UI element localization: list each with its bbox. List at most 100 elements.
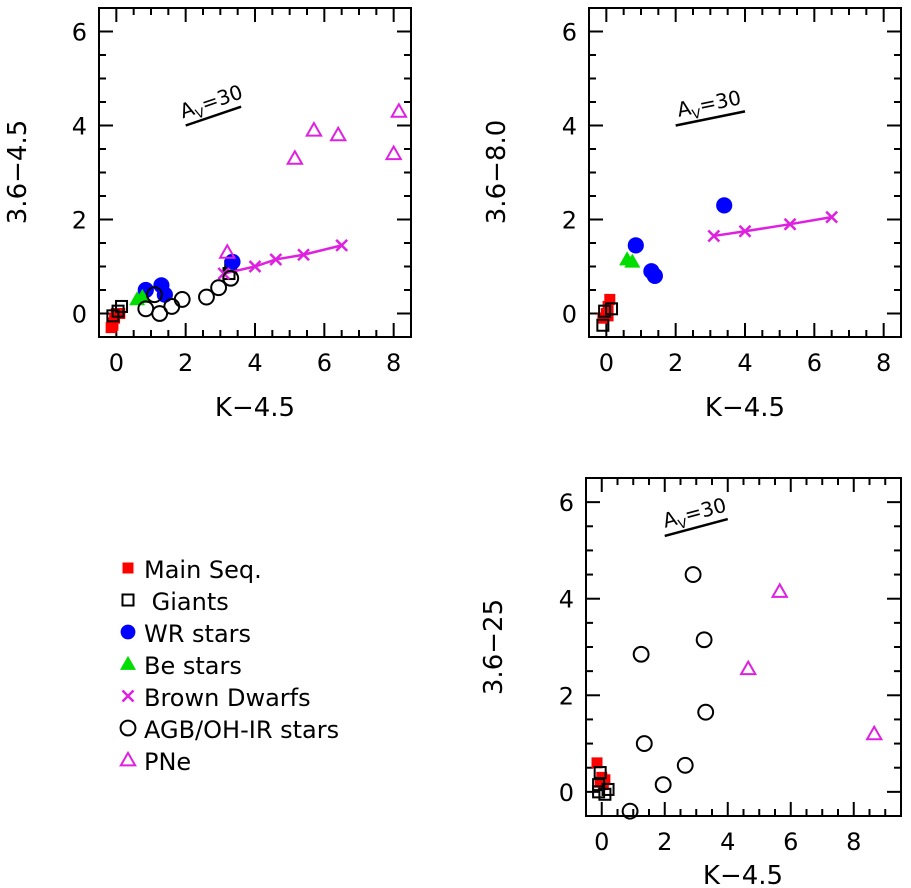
x-tick-label: 6 (783, 828, 798, 856)
point-brown-dwarfs (825, 210, 839, 224)
point-giants (592, 778, 606, 792)
x-tick-label: 4 (247, 349, 262, 377)
point-agb-oh-ir-stars (632, 645, 650, 663)
x-axis-label: K−4.5 (215, 393, 295, 423)
legend-label-main-seq: Main Seq. (144, 556, 262, 584)
y-axis-label: 3.6−25 (479, 599, 509, 695)
x-tick-label: 8 (846, 828, 861, 856)
y-tick-label: 4 (562, 113, 577, 141)
y-tick-label: 4 (559, 586, 574, 614)
x-tick-label: 8 (876, 349, 891, 377)
point-pne (389, 102, 408, 118)
point-main-seq (114, 308, 126, 319)
point-pne (305, 121, 323, 137)
plot-frame (588, 7, 902, 338)
x-tick-label: 4 (737, 349, 752, 377)
y-tick-label: 0 (72, 301, 87, 329)
x-tick-label: 2 (657, 828, 672, 856)
y-axis-label: 3.6−8.0 (482, 120, 512, 224)
reddening-vector (185, 105, 242, 127)
legend-item-pne: PNe (119, 748, 191, 776)
legend-label-brown-dwarfs: Brown Dwarfs (144, 684, 311, 712)
legend-item-agb-oh-ir: AGB/OH-IR stars (119, 716, 339, 744)
point-agb-oh-ir-stars (635, 735, 653, 752)
point-wr-stars (627, 237, 644, 254)
point-agb-oh-ir-stars (695, 631, 713, 649)
point-pne (770, 582, 789, 598)
point-giants (596, 318, 610, 332)
point-brown-dwarfs (297, 248, 310, 262)
y-tick-label: 4 (72, 113, 87, 141)
point-giants (605, 302, 619, 316)
point-brown-dwarfs (707, 229, 721, 243)
x-tick-label: 4 (720, 828, 735, 856)
point-pne (329, 125, 348, 142)
point-brown-dwarfs (335, 238, 349, 252)
y-tick-label: 2 (559, 682, 574, 710)
legend-label-giants: Giants (144, 588, 229, 616)
point-pne (384, 144, 403, 161)
legend-marker-main-seq (122, 562, 134, 574)
point-pne (739, 659, 758, 676)
point-main-seq (107, 319, 119, 331)
x-tick-label: 6 (317, 349, 332, 377)
point-agb-oh-ir-stars (210, 279, 228, 297)
reddening-vector (675, 110, 746, 127)
y-tick-label: 2 (562, 207, 577, 235)
reddening-vector-label: AV=30 (660, 493, 730, 537)
point-agb-oh-ir-stars (621, 802, 639, 820)
plot-frame (585, 477, 902, 817)
legend-marker-giants (121, 593, 135, 607)
point-pne (865, 724, 884, 741)
x-tick-label: 0 (594, 828, 609, 856)
point-agb-oh-ir-stars (173, 290, 191, 308)
legend-item-wr-stars: WR stars (120, 620, 251, 648)
point-giants (115, 299, 129, 313)
panel-k45-vs-36-45: 0 2 4 6 8 0 2 4 6 AV=30 K−4.5 3.6−4.5 (3, 7, 412, 423)
point-brown-dwarfs (783, 217, 797, 231)
x-tick-label: 0 (109, 349, 124, 377)
point-wr-stars (646, 267, 663, 284)
y-axis-label: 3.6−4.5 (3, 120, 33, 224)
point-wr-stars (716, 197, 733, 214)
point-agb-oh-ir-stars (676, 756, 694, 774)
legend-label-be-stars: Be stars (144, 652, 242, 680)
legend-item-main-seq: Main Seq. (122, 556, 262, 584)
point-agb-oh-ir-stars (697, 703, 715, 721)
x-tick-label: 8 (386, 349, 401, 377)
x-axis-label: K−4.5 (703, 861, 783, 888)
legend-label-agb-oh-ir: AGB/OH-IR stars (144, 716, 339, 744)
panel-k45-vs-36-25: 0 2 4 6 8 0 2 4 6 AV=30 K−4.5 3.6−25 (479, 477, 902, 888)
point-agb-oh-ir-stars (222, 269, 240, 287)
legend-symbol (119, 750, 137, 767)
point-agb-oh-ir-stars (684, 566, 702, 583)
x-tick-label: 6 (807, 349, 822, 377)
point-giants (593, 766, 607, 780)
point-agb-oh-ir-stars (198, 288, 215, 306)
reddening-vector-label: AV=30 (177, 80, 247, 127)
legend-symbol (119, 655, 137, 670)
legend-item-brown-dwarfs: Brown Dwarfs (121, 684, 311, 712)
legend-marker-be-stars (119, 655, 137, 670)
legend-symbol (121, 593, 135, 607)
y-tick-label: 2 (72, 207, 87, 235)
y-tick-label: 6 (562, 19, 577, 47)
point-be-stars (624, 253, 641, 268)
x-axis-label: K−4.5 (705, 393, 785, 423)
legend-marker-brown-dwarfs (121, 689, 135, 703)
legend-symbol (122, 562, 134, 574)
x-tick-label: 2 (668, 349, 683, 377)
point-brown-dwarfs (738, 224, 752, 238)
reddening-vector (664, 517, 729, 538)
x-tick-label: 2 (178, 349, 193, 377)
point-main-seq (591, 757, 603, 769)
legend-marker-wr-stars (120, 624, 136, 640)
x-tick-label: 0 (599, 349, 614, 377)
y-tick-label: 0 (562, 301, 577, 329)
series-line-brown-dwarfs (223, 244, 342, 275)
point-giants (598, 304, 612, 318)
point-brown-dwarfs (269, 253, 283, 266)
y-tick-label: 6 (559, 489, 574, 517)
point-agb-oh-ir-stars (137, 300, 155, 318)
point-pne (285, 149, 304, 165)
